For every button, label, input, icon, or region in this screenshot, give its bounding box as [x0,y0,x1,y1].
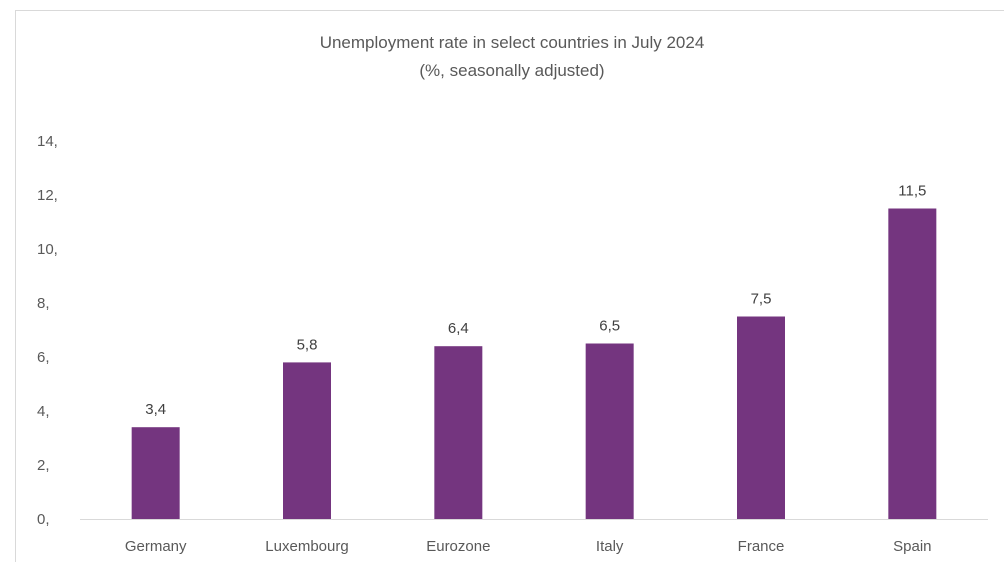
data-labels: 3,4 5,8 6,4 6,5 7,5 11,5 [145,183,926,419]
y-tick-label: 2, [37,457,50,474]
data-label-eurozone: 6,4 [448,320,469,337]
data-label-germany: 3,4 [145,401,166,418]
y-tick-label: 4, [37,403,50,420]
bar-italy [585,343,634,519]
data-label-spain: 11,5 [898,183,926,200]
x-tick-label-luxembourg: Luxembourg [265,538,348,555]
data-label-france: 7,5 [751,291,772,308]
x-tick-label-france: France [738,538,785,555]
y-tick-label: 12, [37,187,58,204]
bars [131,208,937,519]
y-tick-label: 10, [37,241,58,258]
x-tick-label-eurozone: Eurozone [426,538,490,555]
x-tick-label-spain: Spain [893,538,931,555]
y-tick-label: 8, [37,295,50,312]
x-tick-label-italy: Italy [596,538,624,555]
y-tick-label: 14, [37,133,58,150]
bar-germany [131,427,180,519]
data-label-italy: 6,5 [599,318,620,335]
y-tick-label: 0, [37,511,50,528]
bar-spain [888,208,937,519]
bar-eurozone [434,346,483,519]
y-tick-label: 6, [37,349,50,366]
chart-subtitle: (%, seasonally adjusted) [419,61,604,80]
bar-luxembourg [283,362,331,519]
chart-title: Unemployment rate in select countries in… [320,33,705,52]
x-axis-ticks: Germany Luxembourg Eurozone Italy France Spai… [125,538,932,555]
bar-france [737,316,785,519]
data-label-luxembourg: 5,8 [297,336,318,353]
y-axis-ticks: 0, 2, 4, 6, 8, 10, 12, 14, [37,133,58,528]
x-tick-label-germany: Germany [125,538,187,555]
